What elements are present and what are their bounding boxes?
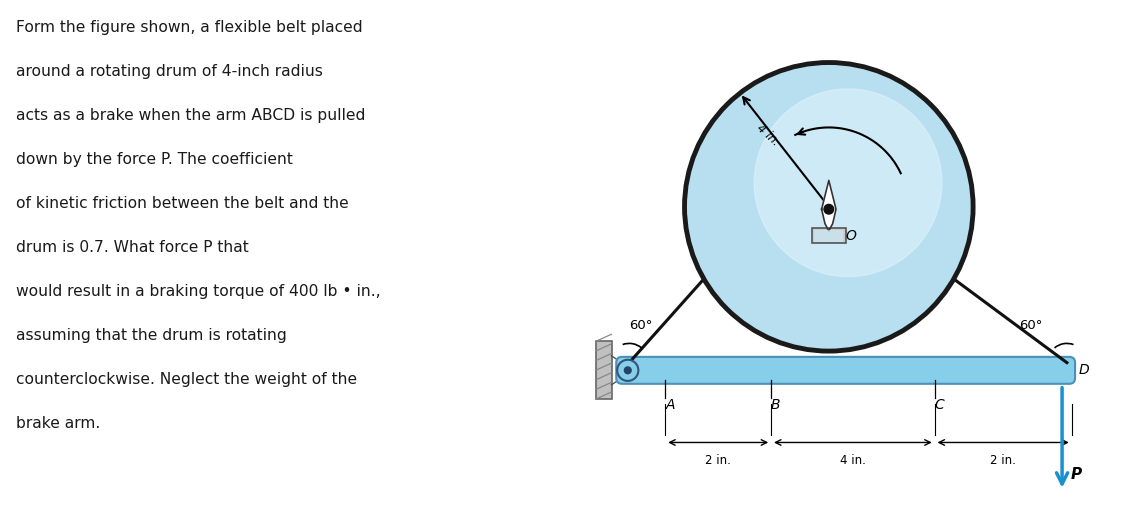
Circle shape bbox=[625, 367, 631, 374]
Text: counterclockwise. Neglect the weight of the: counterclockwise. Neglect the weight of … bbox=[16, 372, 357, 387]
Text: D: D bbox=[1079, 363, 1089, 377]
Text: 4 in.: 4 in. bbox=[840, 454, 866, 468]
Text: of kinetic friction between the belt and the: of kinetic friction between the belt and… bbox=[16, 196, 349, 211]
FancyBboxPatch shape bbox=[812, 228, 845, 243]
Text: A: A bbox=[666, 398, 675, 412]
Text: Form the figure shown, a flexible belt placed: Form the figure shown, a flexible belt p… bbox=[16, 20, 363, 35]
Text: drum is 0.7. What force P that: drum is 0.7. What force P that bbox=[16, 240, 249, 255]
FancyBboxPatch shape bbox=[815, 230, 843, 242]
Circle shape bbox=[618, 360, 638, 381]
Text: 60°: 60° bbox=[1019, 320, 1042, 332]
Polygon shape bbox=[821, 180, 836, 231]
Text: B: B bbox=[771, 398, 780, 412]
Text: O: O bbox=[845, 229, 857, 243]
Text: 60°: 60° bbox=[629, 320, 652, 332]
Text: down by the force P. The coefficient: down by the force P. The coefficient bbox=[16, 152, 293, 167]
Text: 2 in.: 2 in. bbox=[705, 454, 731, 468]
Text: P: P bbox=[1071, 467, 1082, 482]
Text: assuming that the drum is rotating: assuming that the drum is rotating bbox=[16, 328, 287, 343]
Circle shape bbox=[684, 63, 974, 351]
Text: 4 in.: 4 in. bbox=[754, 121, 781, 148]
Text: C: C bbox=[935, 398, 945, 412]
Circle shape bbox=[754, 89, 942, 277]
Bar bbox=[596, 341, 612, 399]
Text: acts as a brake when the arm ABCD is pulled: acts as a brake when the arm ABCD is pul… bbox=[16, 108, 365, 123]
Text: brake arm.: brake arm. bbox=[16, 416, 101, 431]
FancyBboxPatch shape bbox=[617, 357, 1075, 384]
Text: 2 in.: 2 in. bbox=[991, 454, 1016, 468]
Text: around a rotating drum of 4-inch radius: around a rotating drum of 4-inch radius bbox=[16, 64, 323, 79]
Text: would result in a braking torque of 400 lb • in.,: would result in a braking torque of 400 … bbox=[16, 284, 381, 299]
Circle shape bbox=[824, 205, 834, 214]
